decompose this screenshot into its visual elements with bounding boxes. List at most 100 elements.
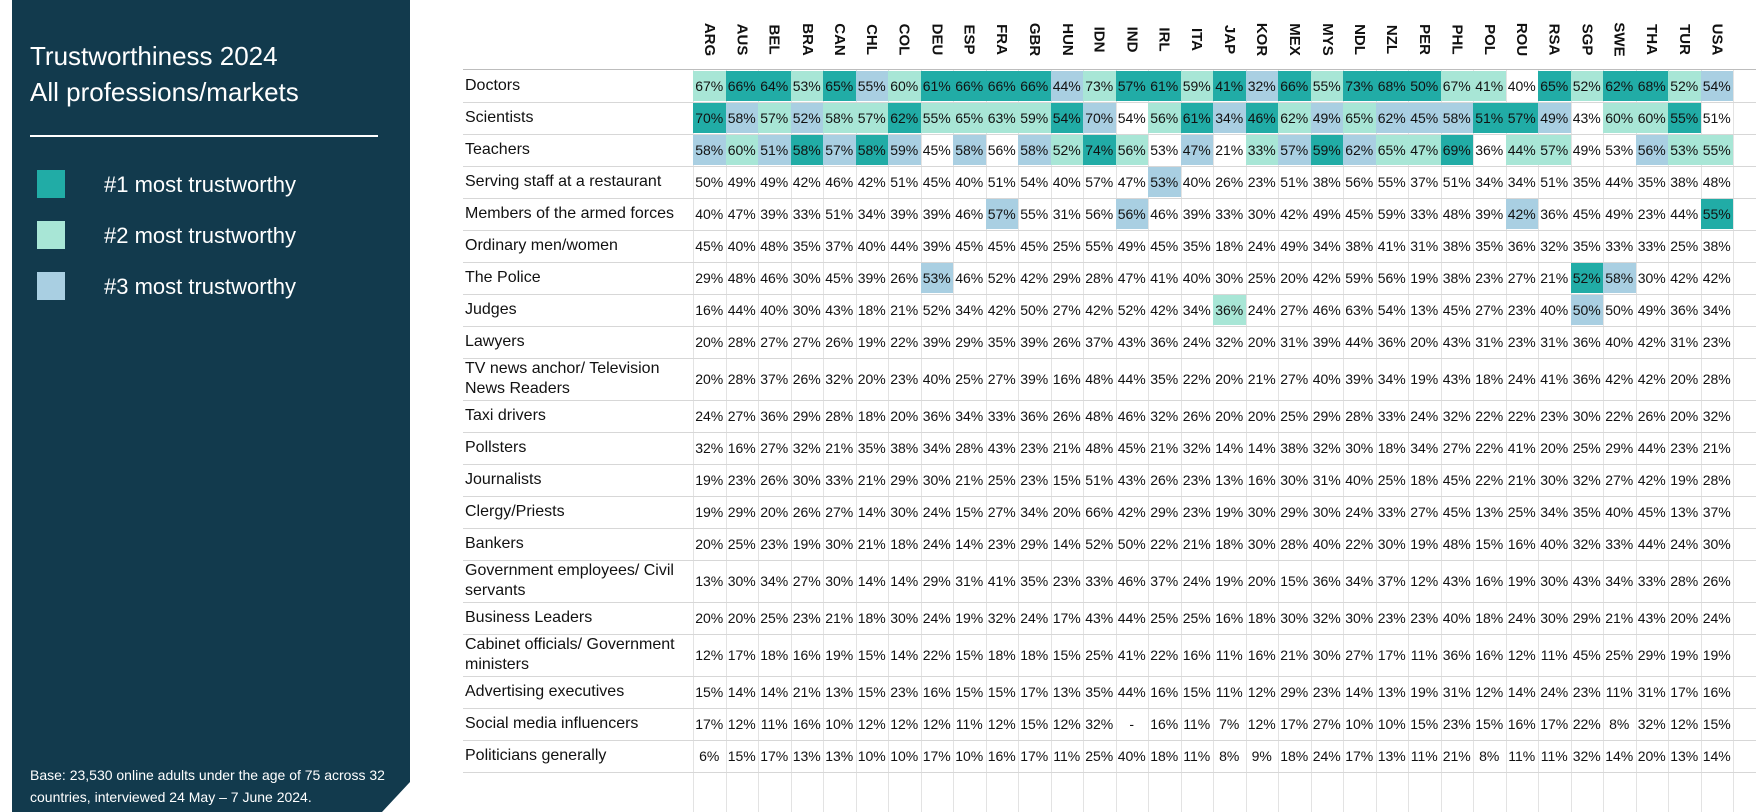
table-cell: 16% bbox=[695, 302, 724, 318]
table-cell: 27% bbox=[1312, 716, 1341, 732]
column-separator bbox=[1213, 70, 1214, 812]
table-cell: 18% bbox=[857, 408, 886, 424]
column-separator bbox=[1018, 70, 1019, 812]
table-cell: 58% bbox=[725, 103, 758, 133]
table-cell: 49% bbox=[1605, 206, 1634, 222]
row-label: The Police bbox=[465, 269, 541, 286]
table-cell: 17% bbox=[1020, 748, 1049, 764]
table-cell: 16% bbox=[1182, 647, 1211, 663]
table-cell: 53% bbox=[1668, 135, 1701, 165]
row-label: Members of the armed forces bbox=[465, 205, 674, 222]
column-header-text: ROU bbox=[1513, 22, 1531, 56]
table-cell: 16% bbox=[1150, 716, 1179, 732]
table-cell: 28% bbox=[727, 371, 756, 387]
table-cell: 42% bbox=[1637, 371, 1666, 387]
table-cell: 18% bbox=[1475, 371, 1504, 387]
table-cell: 42% bbox=[1637, 472, 1666, 488]
table-cell: 37% bbox=[1702, 504, 1731, 520]
row-label: Politicians generally bbox=[465, 747, 607, 764]
table-cell: 11% bbox=[1183, 748, 1211, 764]
table-cell: 15% bbox=[1280, 573, 1309, 589]
row-separator bbox=[463, 326, 1756, 327]
table-cell: 42% bbox=[1085, 302, 1114, 318]
table-cell: 43% bbox=[1442, 371, 1471, 387]
table-cell: 18% bbox=[987, 647, 1016, 663]
table-cell: 30% bbox=[1345, 610, 1374, 626]
table-cell: 27% bbox=[1507, 270, 1536, 286]
table-cell: 21% bbox=[1280, 647, 1309, 663]
table-cell: 25% bbox=[1182, 610, 1211, 626]
table-cell: 34% bbox=[1507, 174, 1536, 190]
table-cell: 45% bbox=[825, 270, 854, 286]
table-cell: 30% bbox=[792, 302, 821, 318]
column-header-gbr: GBR bbox=[1018, 8, 1051, 70]
table-cell: 30% bbox=[1247, 206, 1276, 222]
column-separator bbox=[693, 70, 694, 812]
table-cell: 38% bbox=[1442, 270, 1471, 286]
table-cell: 20% bbox=[695, 371, 724, 387]
table-cell: 27% bbox=[760, 334, 789, 350]
column-header-esp: ESP bbox=[953, 8, 986, 70]
column-header-text: TUR bbox=[1675, 23, 1693, 55]
table-cell: 54% bbox=[1050, 103, 1083, 133]
table-cell: 39% bbox=[1345, 371, 1374, 387]
table-cell: 42% bbox=[1150, 302, 1179, 318]
table-cell: 20% bbox=[1670, 371, 1699, 387]
table-cell: 35% bbox=[1150, 371, 1179, 387]
table-cell: 37% bbox=[1150, 573, 1179, 589]
table-cell: 27% bbox=[792, 573, 821, 589]
row-label: Taxi drivers bbox=[465, 407, 546, 424]
table-cell: 11% bbox=[1183, 716, 1211, 732]
table-cell: 19% bbox=[1702, 647, 1731, 663]
column-header-arg: ARG bbox=[693, 8, 726, 70]
table-cell: 43% bbox=[1442, 334, 1471, 350]
table-cell: 17% bbox=[695, 716, 724, 732]
table-cell: 29% bbox=[890, 472, 919, 488]
table-cell: 57% bbox=[1505, 103, 1538, 133]
table-cell: 40% bbox=[727, 238, 756, 254]
table-cell: 37% bbox=[1085, 334, 1114, 350]
table-cell: 34% bbox=[1410, 440, 1439, 456]
table-cell: 20% bbox=[727, 610, 756, 626]
table-cell: 49% bbox=[1312, 206, 1341, 222]
column-separator bbox=[1083, 70, 1084, 812]
table-cell: 19% bbox=[1507, 573, 1536, 589]
table-cell: 20% bbox=[1540, 440, 1569, 456]
table-cell: 14% bbox=[890, 573, 919, 589]
table-cell: 30% bbox=[1247, 536, 1276, 552]
table-cell: 11% bbox=[1605, 684, 1633, 700]
row-separator bbox=[463, 676, 1756, 677]
table-cell: 10% bbox=[857, 748, 886, 764]
table-cell: 56% bbox=[1115, 199, 1148, 229]
table-cell: 37% bbox=[1377, 573, 1406, 589]
row-label: Journalists bbox=[465, 471, 542, 488]
table-cell: 40% bbox=[695, 206, 724, 222]
column-header-text: IDN bbox=[1090, 26, 1108, 52]
table-cell: 39% bbox=[1312, 334, 1341, 350]
table-cell: 69% bbox=[1440, 135, 1473, 165]
table-cell: 32% bbox=[987, 610, 1016, 626]
table-cell: 21% bbox=[1507, 472, 1536, 488]
table-cell: 23% bbox=[1312, 684, 1341, 700]
table-cell: 29% bbox=[1312, 408, 1341, 424]
table-cell: 14% bbox=[857, 504, 886, 520]
table-cell: 16% bbox=[1150, 684, 1179, 700]
table-cell: 25% bbox=[1280, 408, 1309, 424]
table-cell: 20% bbox=[695, 334, 724, 350]
table-cell: 10% bbox=[890, 748, 919, 764]
table-cell: 13% bbox=[825, 748, 854, 764]
table-cell: 49% bbox=[1117, 238, 1146, 254]
table-cell: 14% bbox=[955, 536, 984, 552]
table-cell: 22% bbox=[1475, 472, 1504, 488]
table-cell: 25% bbox=[955, 371, 984, 387]
table-cell: 9% bbox=[1251, 748, 1272, 764]
table-cell: 56% bbox=[987, 142, 1016, 158]
table-cell: 28% bbox=[1345, 408, 1374, 424]
table-cell: 36% bbox=[1442, 647, 1471, 663]
table-cell: 63% bbox=[985, 103, 1018, 133]
table-cell: 18% bbox=[1410, 472, 1439, 488]
table-cell: 45% bbox=[1572, 647, 1601, 663]
table-cell: 16% bbox=[987, 748, 1016, 764]
table-cell: 21% bbox=[1702, 440, 1731, 456]
